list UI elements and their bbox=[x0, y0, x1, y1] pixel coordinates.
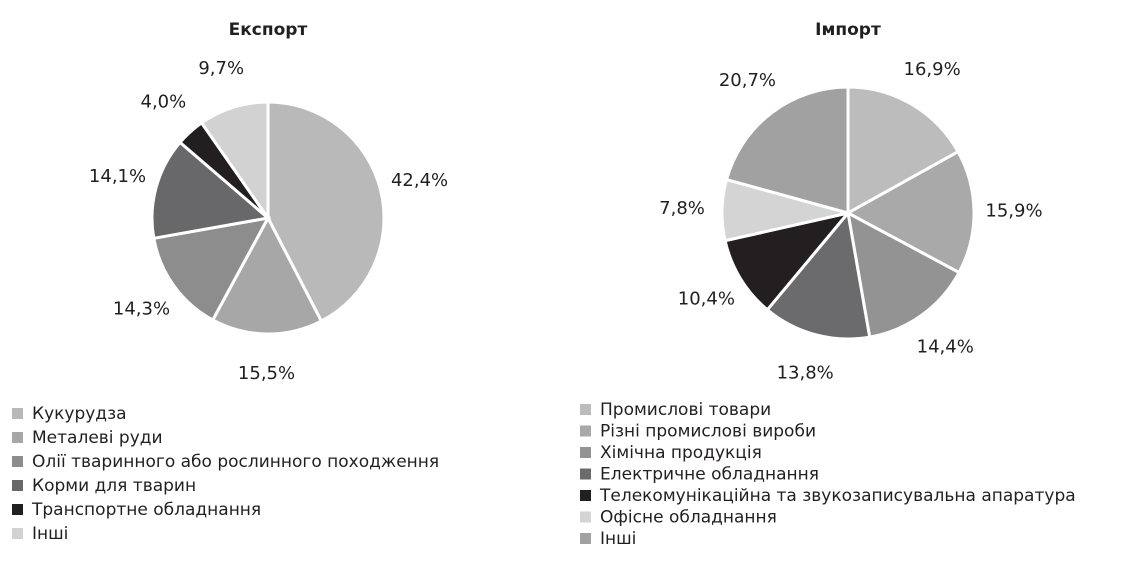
legend-label: Електричне обладнання bbox=[600, 465, 819, 485]
legend-label: Олії тваринного або рослинного походженн… bbox=[32, 452, 439, 472]
legend-swatch bbox=[580, 468, 591, 480]
legend-label: Інші bbox=[32, 524, 68, 544]
legend-swatch bbox=[580, 447, 591, 458]
pie-slice bbox=[266, 100, 386, 324]
data-label: 9,7% bbox=[198, 58, 244, 79]
legend-swatch bbox=[12, 504, 23, 515]
data-label: 14,1% bbox=[89, 166, 146, 187]
pie-slice bbox=[765, 209, 872, 341]
pie-slice bbox=[846, 85, 961, 216]
legend-label: Телекомунікаційна та звукозаписувальна а… bbox=[599, 486, 1076, 506]
chart-title: Експорт bbox=[229, 20, 308, 40]
pie-slice bbox=[723, 210, 852, 312]
pie-slice bbox=[724, 85, 850, 215]
legend-swatch bbox=[12, 480, 23, 491]
legend-label: Корми для тварин bbox=[32, 476, 196, 496]
legend-swatch bbox=[580, 511, 591, 523]
data-label: 42,4% bbox=[391, 170, 448, 191]
pie-slice bbox=[210, 214, 324, 336]
pie-slice bbox=[150, 140, 272, 241]
legend-swatch bbox=[12, 408, 23, 419]
data-label: 4,0% bbox=[141, 91, 187, 112]
data-label: 15,5% bbox=[238, 363, 295, 384]
legend-label: Транспортне обладнання bbox=[31, 500, 261, 520]
data-label: 15,9% bbox=[985, 201, 1042, 222]
legend-label: Інші bbox=[600, 529, 636, 549]
legend-label: Металеві руди bbox=[32, 428, 163, 448]
data-label: 13,8% bbox=[777, 362, 834, 383]
legend-label: Хімічна продукція bbox=[600, 443, 762, 463]
legend-label: Промислові товари bbox=[600, 400, 771, 420]
legend-swatch bbox=[12, 456, 23, 467]
data-label: 7,8% bbox=[659, 198, 705, 219]
pie-slice bbox=[152, 215, 271, 323]
legend-label: Різні промислові вироби bbox=[600, 422, 816, 442]
legend-swatch bbox=[12, 432, 23, 443]
legend-label: Кукурудза bbox=[32, 404, 127, 424]
data-label: 14,4% bbox=[917, 337, 974, 358]
data-label: 16,9% bbox=[904, 59, 961, 80]
legend-swatch bbox=[580, 533, 591, 544]
legend-swatch bbox=[580, 425, 591, 437]
pie-slice bbox=[199, 100, 270, 223]
legend-swatch bbox=[12, 528, 23, 539]
pie-slice bbox=[845, 210, 962, 339]
data-label: 20,7% bbox=[719, 70, 776, 91]
chart-title: Імпорт bbox=[815, 20, 881, 40]
legend-swatch bbox=[580, 490, 591, 501]
legend-label: Офісне обладнання bbox=[600, 508, 777, 528]
pie-slice bbox=[844, 149, 976, 275]
data-label: 10,4% bbox=[678, 289, 735, 310]
data-label: 14,3% bbox=[113, 298, 170, 319]
legend-swatch bbox=[580, 404, 591, 415]
